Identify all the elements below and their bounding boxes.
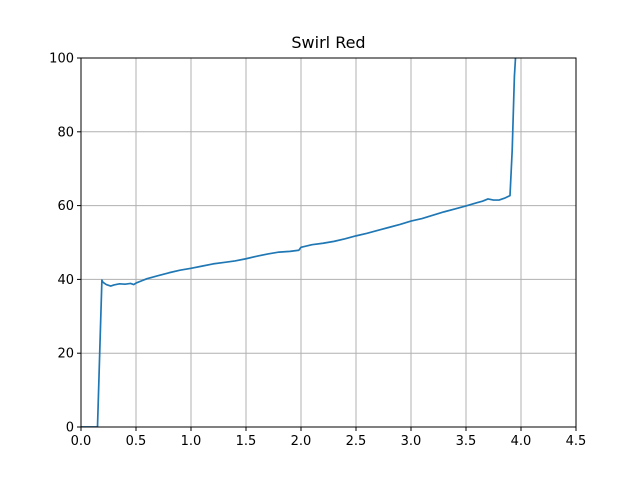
y-tick-label: 100 xyxy=(49,52,74,67)
x-tick-label: 2.5 xyxy=(346,434,367,449)
y-tick-label: 60 xyxy=(57,199,74,214)
x-tick-label: 1.0 xyxy=(181,434,202,449)
x-tick-label: 2.0 xyxy=(291,434,312,449)
x-tick-label: 3.0 xyxy=(401,434,422,449)
x-tick-label: 1.5 xyxy=(236,434,257,449)
x-tick-label: 0.0 xyxy=(71,434,92,449)
y-axis: 0 20 40 60 80 100 xyxy=(49,52,81,436)
series-layer xyxy=(81,58,517,427)
x-tick-label: 0.5 xyxy=(126,434,147,449)
y-tick-label: 20 xyxy=(57,347,74,362)
y-tick-label: 80 xyxy=(57,125,74,140)
x-tick-label: 3.5 xyxy=(456,434,477,449)
x-tick-label: 4.5 xyxy=(566,434,587,449)
plot-area-frame xyxy=(80,57,577,428)
x-tick-label: 4.0 xyxy=(511,434,532,449)
y-tick-label: 40 xyxy=(57,273,74,288)
series-line xyxy=(81,58,517,427)
y-tick-label: 0 xyxy=(66,421,74,436)
x-axis: 0.0 0.5 1.0 1.5 2.0 2.5 3.0 3.5 4.0 4.5 xyxy=(71,427,587,449)
chart-title: Swirl Red xyxy=(291,33,365,52)
